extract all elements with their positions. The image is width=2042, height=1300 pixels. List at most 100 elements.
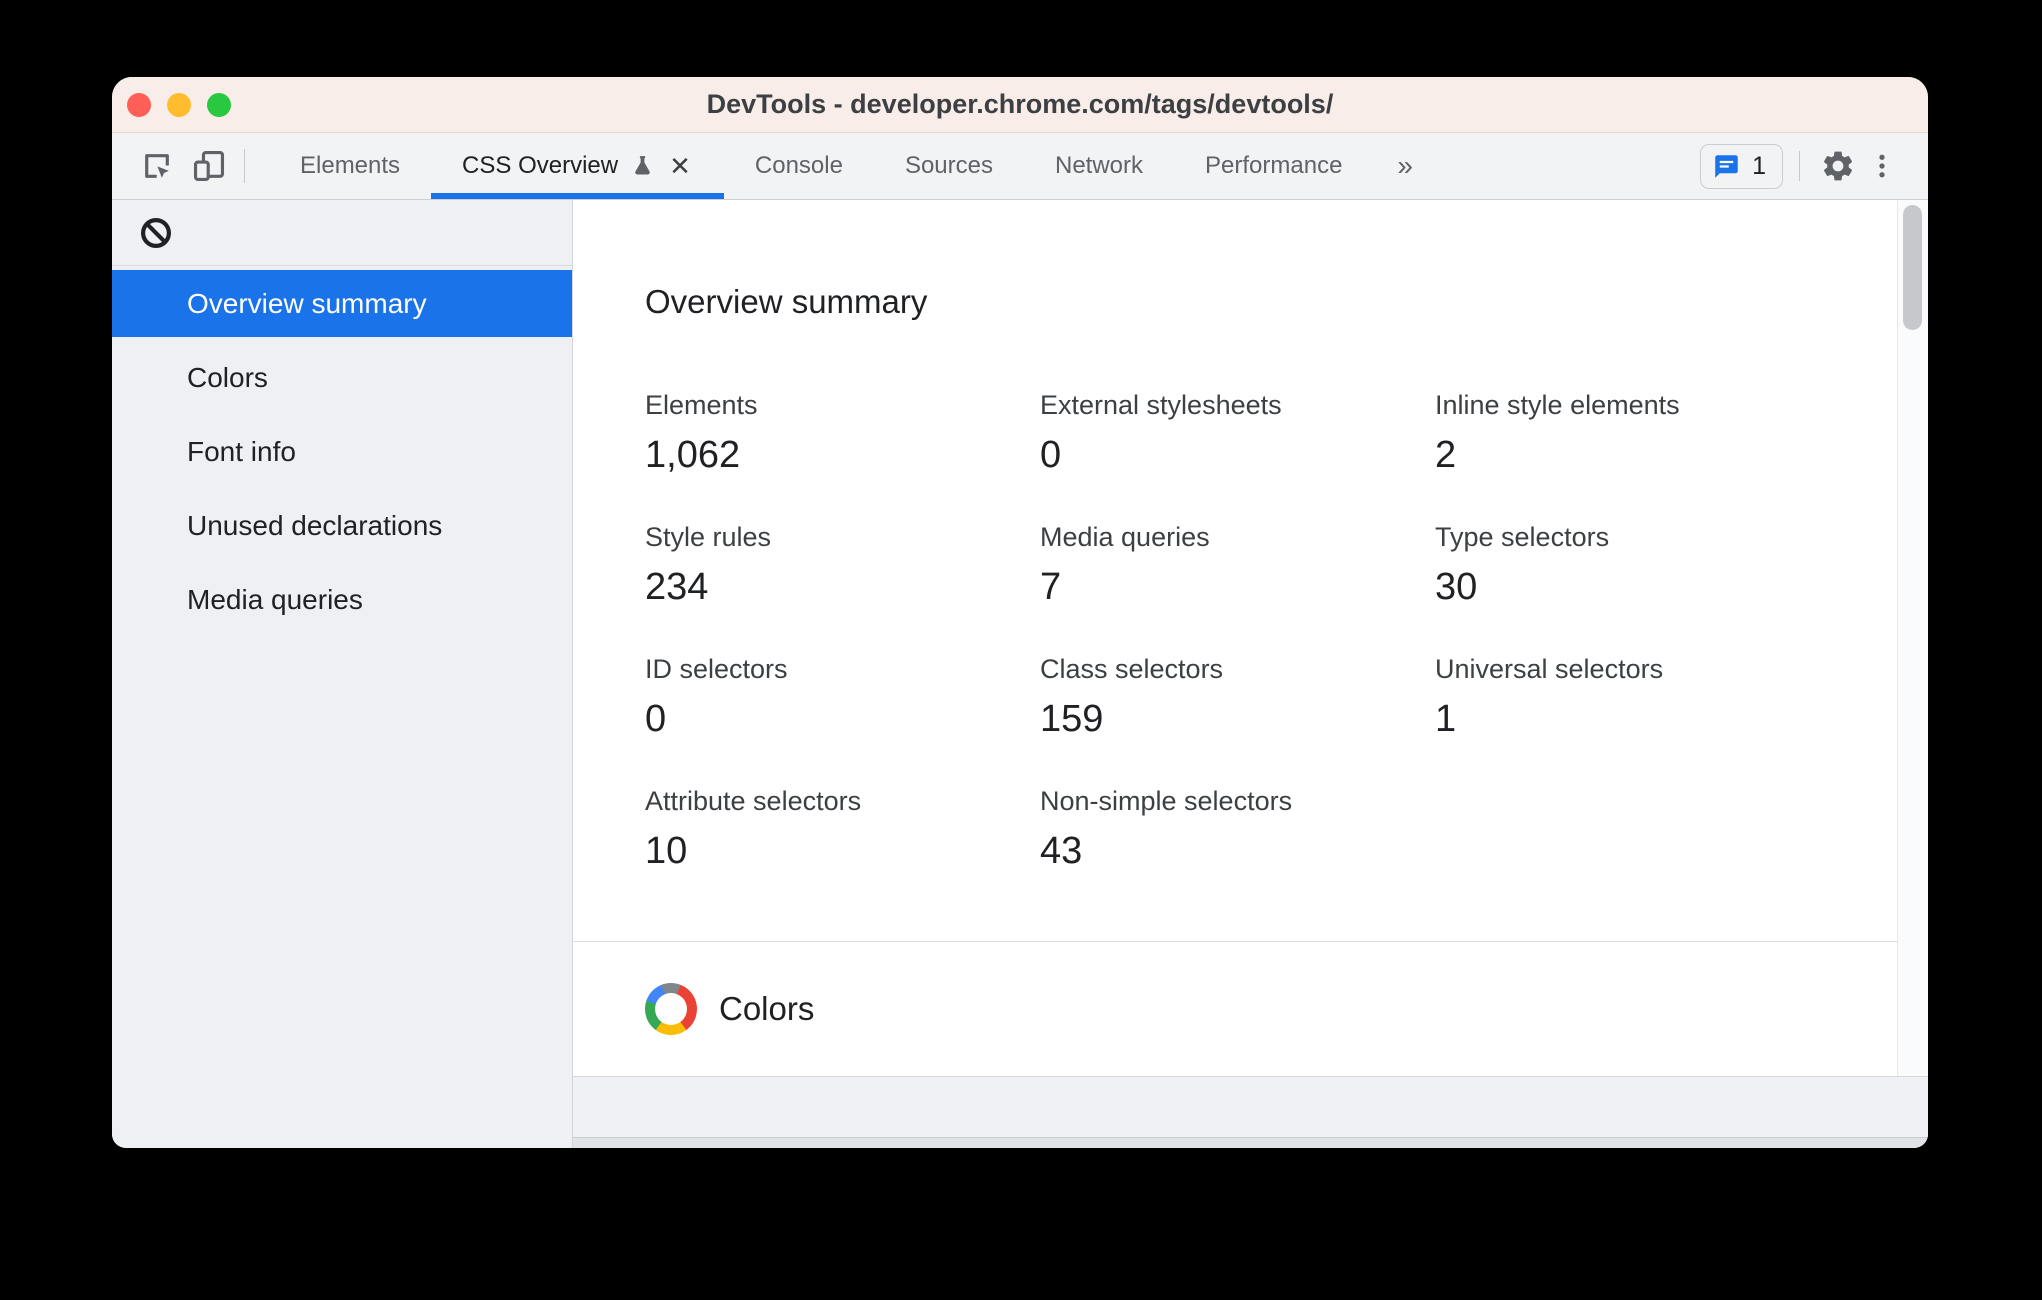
stat-value: 1 [1435,698,1457,740]
stat-label: Universal selectors [1435,654,1664,684]
stat-value: 159 [1040,698,1104,740]
stat-label: ID selectors [645,654,788,684]
three-dot-menu-icon [1879,154,1885,178]
tab-close-button[interactable]: ✕ [669,151,691,181]
tab-label: Network [1055,152,1144,179]
minimize-window-button[interactable] [167,93,191,117]
tab-performance[interactable]: Performance [1174,133,1373,199]
stat-class-selectors: Class selectors 159 [1040,652,1435,742]
colors-section-header: Colors [573,942,1928,1076]
tab-label: Sources [904,152,993,179]
stat-media-queries: Media queries 7 [1040,520,1435,610]
stat-value: 30 [1435,566,1478,608]
vertical-scrollbar-track[interactable] [1897,200,1928,1076]
tab-label: Performance [1205,152,1343,179]
tab-network[interactable]: Network [1024,133,1174,199]
tab-label: Elements [300,152,401,179]
sidebar-item-font-info[interactable]: Font info [112,418,572,485]
sidebar-item-label: Colors [187,361,268,393]
sidebar-item-unused-declarations[interactable]: Unused declarations [112,492,572,559]
inspect-cursor-icon [145,154,174,183]
toolbar-divider [244,149,245,183]
customize-devtools-button[interactable] [1860,144,1904,188]
close-window-button[interactable] [127,93,151,117]
chevron-double-right-icon: » [1397,150,1413,181]
stat-label: Non-simple selectors [1040,786,1293,816]
sidebar-items: Overview summary Colors Font info Unused… [112,270,572,640]
toolbar-divider [1799,151,1800,181]
stat-id-selectors: ID selectors 0 [645,652,1040,742]
stat-value: 43 [1040,830,1083,872]
stat-label: Style rules [645,522,772,552]
content-footer-strip [573,1076,1928,1137]
stat-label: Elements [645,390,758,420]
tab-console[interactable]: Console [724,133,874,199]
clear-overview-button[interactable] [136,213,176,253]
stat-external-stylesheets: External stylesheets 0 [1040,388,1435,478]
stat-label: Media queries [1040,522,1210,552]
issues-count: 1 [1752,151,1766,180]
colors-section-title: Colors [719,990,815,1027]
sidebar-item-colors[interactable]: Colors [112,344,572,411]
stat-value: 7 [1040,566,1062,608]
issues-button[interactable]: 1 [1700,143,1783,189]
issues-chat-icon [1715,154,1738,178]
tab-label: Console [754,152,843,179]
stat-style-rules: Style rules 234 [645,520,1040,610]
sidebar-item-label: Font info [187,435,296,467]
settings-button[interactable] [1816,144,1860,188]
stat-type-selectors: Type selectors 30 [1435,520,1830,610]
panel-body: Overview summary Colors Font info Unused… [112,200,1928,1148]
stat-label: Attribute selectors [645,786,862,816]
devtools-window: DevTools - developer.chrome.com/tags/dev… [112,77,1928,1148]
sidebar-toolbar [112,200,572,266]
color-wheel-icon [645,983,697,1035]
window-titlebar: DevTools - developer.chrome.com/tags/dev… [112,77,1928,133]
stat-label: Inline style elements [1435,390,1680,420]
overview-summary-section: Overview summary Elements 1,062 External… [573,200,1928,942]
sidebar-item-label: Unused declarations [187,509,443,541]
sidebar-item-overview-summary[interactable]: Overview summary [112,270,572,337]
stat-value: 0 [645,698,667,740]
sidebar-item-media-queries[interactable]: Media queries [112,566,572,633]
stat-non-simple-selectors: Non-simple selectors 43 [1040,784,1435,874]
stat-elements: Elements 1,062 [645,388,1040,478]
device-toolbar-icon [193,150,225,182]
toolbar-left-icons [134,133,232,199]
stat-label: Class selectors [1040,654,1224,684]
tab-sources[interactable]: Sources [874,133,1024,199]
stat-value: 2 [1435,434,1457,476]
tab-css-overview[interactable]: CSS Overview ✕ [431,133,724,199]
panel-tabs: Elements CSS Overview ✕ Console Sources … [269,133,1437,199]
maximize-window-button[interactable] [207,93,231,117]
stat-inline-style-elements: Inline style elements 2 [1435,388,1830,478]
tab-label: CSS Overview [462,152,619,179]
tab-elements[interactable]: Elements [269,133,431,199]
summary-stats-grid: Elements 1,062 External stylesheets 0 In… [645,388,1928,874]
stat-attribute-selectors: Attribute selectors 10 [645,784,1040,874]
devtools-tabbar: Elements CSS Overview ✕ Console Sources … [112,133,1928,200]
stat-label: Type selectors [1435,522,1610,552]
inspect-element-button[interactable] [134,133,180,199]
stat-universal-selectors: Universal selectors 1 [1435,652,1830,742]
stat-value: 234 [645,566,709,608]
stat-label: External stylesheets [1040,390,1282,420]
stat-value: 0 [1040,434,1062,476]
vertical-scrollbar-thumb[interactable] [1903,205,1922,330]
window-title: DevTools - developer.chrome.com/tags/dev… [706,89,1334,119]
toggle-device-toolbar-button[interactable] [186,133,232,199]
traffic-lights [127,93,231,117]
block-icon [140,217,172,248]
sidebar-item-label: Media queries [187,583,363,615]
window-bottom-strip [573,1137,1928,1148]
page-title: Overview summary [645,283,928,320]
more-tabs-button[interactable]: » [1373,133,1437,199]
beaker-icon [635,155,650,175]
css-overview-sidebar: Overview summary Colors Font info Unused… [112,200,573,1148]
toolbar-right-controls: 1 [1700,133,1904,199]
stat-value: 1,062 [645,434,741,476]
sidebar-item-label: Overview summary [187,287,427,319]
gear-icon [1823,151,1853,181]
stat-value: 10 [645,830,688,872]
